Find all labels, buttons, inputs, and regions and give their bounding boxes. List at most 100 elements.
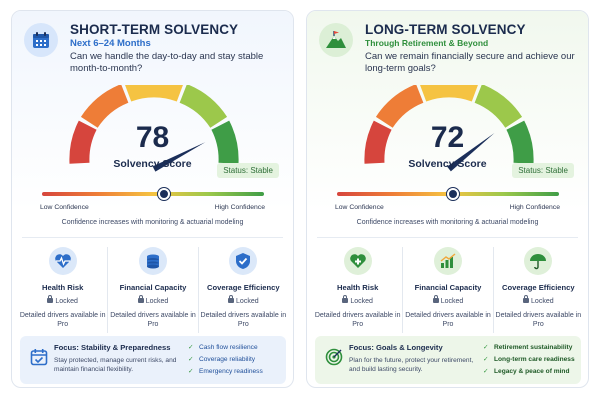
focus-item-label: Legacy & peace of mind	[494, 368, 570, 375]
lock-icon	[342, 295, 349, 303]
focus-item-label: Retirement sustainability	[494, 344, 573, 351]
driver-locked: Locked	[494, 295, 583, 305]
gauge-segment-red	[69, 120, 97, 164]
solvency-score-value: 78	[135, 121, 170, 154]
solvency-score-label: Solvency Score	[408, 158, 487, 170]
driver-coverage-efficiency[interactable]: Coverage Efficiency Locked Detailed driv…	[197, 247, 288, 333]
short-term-solvency-card: SHORT-TERM SOLVENCY Next 6–24 Months Can…	[11, 10, 294, 388]
focus-item: ✓ Cash flow resilience	[188, 342, 263, 354]
divider	[317, 237, 578, 238]
divider	[22, 237, 283, 238]
confidence-scale-bar	[42, 192, 264, 196]
check-icon: ✓	[483, 356, 489, 363]
driver-financial-capacity[interactable]: Financial Capacity Locked Detailed drive…	[402, 247, 492, 333]
scale-low-label: Low Confidence	[40, 204, 89, 211]
driver-name: Health Risk	[41, 283, 84, 292]
scale-low-label: Low Confidence	[335, 204, 384, 211]
card-title: LONG-TERM SOLVENCY	[365, 22, 526, 37]
gauge-needle	[152, 142, 206, 172]
focus-item: ✓ Long-term care readiness	[483, 354, 575, 366]
umbrella-icon	[524, 247, 553, 275]
locked-label: Locked	[145, 298, 169, 305]
check-icon: ✓	[188, 368, 194, 375]
focus-description: Stay protected, manage current risks, an…	[54, 357, 177, 373]
focus-item: ✓ Legacy & peace of mind	[483, 366, 575, 378]
gauge-segment-red	[364, 120, 392, 164]
gauge-segment-lightgreen	[179, 85, 228, 129]
locked-label: Locked	[350, 298, 373, 305]
driver-locked: Locked	[199, 295, 288, 305]
focus-checklist: ✓ Retirement sustainability ✓ Long-term ca…	[483, 342, 575, 378]
driver-detail: Detailed drivers available in Pro	[405, 312, 491, 328]
confidence-scale-knob	[447, 188, 459, 200]
solvency-gauge	[69, 85, 239, 172]
card-subtitle: Next 6–24 Months	[70, 38, 151, 49]
locked-label: Locked	[236, 298, 259, 305]
gauge-segment-orange	[80, 85, 129, 129]
solvency-gauge	[364, 85, 534, 172]
driver-detail: Detailed drivers available in Pro	[19, 312, 106, 328]
driver-locked: Locked	[403, 295, 492, 305]
check-icon: ✓	[188, 344, 194, 351]
driver-locked: Locked	[108, 295, 197, 305]
lock-icon	[137, 295, 144, 303]
driver-financial-capacity[interactable]: Financial Capacity Locked Detailed drive…	[107, 247, 197, 333]
solvency-score-value: 72	[430, 121, 465, 154]
driver-health-risk[interactable]: Health Risk Locked Detailed drivers avai…	[313, 247, 402, 333]
locked-label: Locked	[440, 298, 464, 305]
confidence-scale-knob	[158, 188, 170, 200]
lock-icon	[228, 295, 235, 303]
heartbeat-icon	[48, 247, 77, 275]
focus-item-label: Coverage reliability	[199, 356, 256, 363]
driver-coverage-efficiency[interactable]: Coverage Efficiency Locked Detailed driv…	[492, 247, 583, 333]
driver-name: Coverage Efficiency	[207, 283, 280, 292]
focus-checklist: ✓ Cash flow resilience ✓ Coverage reliabil…	[188, 342, 263, 378]
focus-panel: Focus: Stability & Preparedness Stay pro…	[20, 336, 286, 384]
status-badge: Status: Stable	[512, 163, 574, 178]
gauge-segment-lightgreen	[474, 85, 523, 129]
heart-plus-icon	[343, 247, 372, 275]
confidence-note: Confidence increases with monitoring & a…	[61, 219, 244, 226]
driver-health-risk[interactable]: Health Risk Locked Detailed drivers avai…	[18, 247, 107, 333]
driver-name: Financial Capacity	[414, 283, 482, 292]
growth-chart-icon	[433, 247, 462, 275]
focus-item-label: Long-term care readiness	[494, 356, 575, 363]
solvency-score-label: Solvency Score	[113, 158, 192, 170]
check-icon: ✓	[188, 356, 194, 363]
calendar-check-icon	[30, 348, 48, 371]
gauge-segment-yellow	[420, 85, 478, 102]
driver-name: Health Risk	[336, 283, 379, 292]
driver-locked: Locked	[313, 295, 402, 305]
driver-name: Coverage Efficiency	[502, 283, 575, 292]
gauge-segment-yellow	[125, 85, 183, 102]
coins-icon	[138, 247, 167, 275]
driver-detail: Detailed drivers available in Pro	[495, 312, 582, 328]
lock-icon	[47, 295, 54, 303]
driver-detail: Detailed drivers available in Pro	[110, 312, 196, 328]
driver-detail: Detailed drivers available in Pro	[200, 312, 287, 328]
scale-high-label: High Confidence	[214, 204, 265, 211]
status-badge: Status: Stable	[217, 163, 279, 178]
focus-description: Plan for the future, protect your retire…	[349, 357, 474, 373]
check-icon: ✓	[483, 344, 489, 351]
focus-item: ✓ Coverage reliability	[188, 354, 263, 366]
locked-label: Locked	[55, 298, 78, 305]
shield-check-icon	[229, 247, 258, 275]
check-icon: ✓	[483, 368, 489, 375]
card-title: SHORT-TERM SOLVENCY	[70, 22, 239, 37]
card-question: Can we handle the day-to-day and stay st…	[70, 51, 264, 74]
target-icon	[325, 348, 343, 371]
driver-name: Financial Capacity	[119, 283, 187, 292]
gauge-needle	[447, 132, 495, 172]
driver-detail: Detailed drivers available in Pro	[314, 312, 401, 328]
focus-item: ✓ Emergency readiness	[188, 366, 263, 378]
gauge-segment-orange	[375, 85, 424, 129]
focus-title: Focus: Goals & Longevity	[349, 343, 443, 352]
lock-icon	[523, 295, 530, 303]
confidence-note: Confidence increases with monitoring & a…	[356, 219, 539, 226]
driver-locked: Locked	[18, 295, 107, 305]
lock-icon	[432, 295, 439, 303]
locked-label: Locked	[531, 298, 554, 305]
drivers-row: Health Risk Locked Detailed drivers avai…	[313, 247, 583, 333]
long-term-solvency-card: LONG-TERM SOLVENCY Through Retirement & …	[306, 10, 589, 388]
